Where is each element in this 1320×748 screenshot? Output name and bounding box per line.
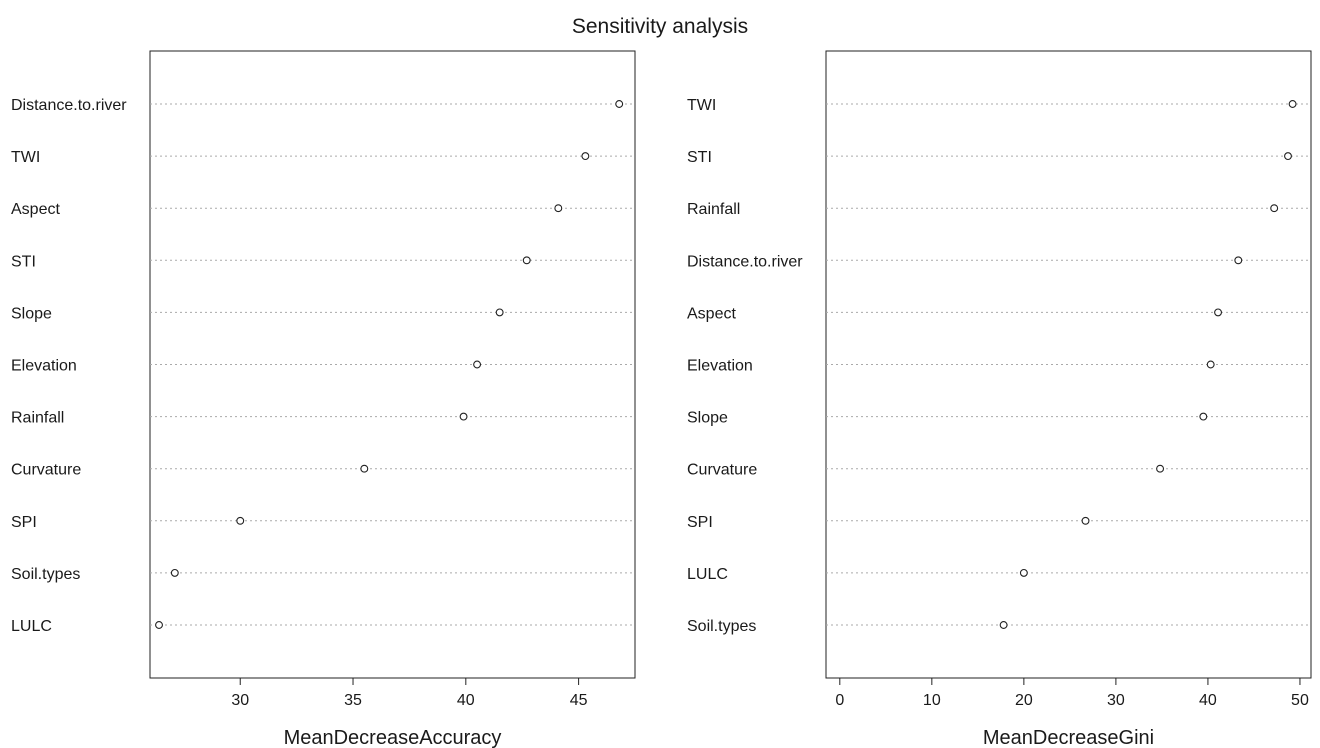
data-point (1156, 464, 1165, 473)
x-axis-label: MeanDecreaseAccuracy (284, 727, 502, 748)
category-label: TWI (687, 97, 716, 114)
category-label: STI (687, 149, 712, 166)
x-tick-label: 40 (457, 692, 475, 709)
x-tick-label: 35 (344, 692, 362, 709)
category-label: Distance.to.river (687, 253, 803, 270)
data-point (1214, 308, 1222, 317)
data-point (1199, 412, 1208, 421)
data-point (360, 464, 369, 473)
data-point (1284, 152, 1292, 161)
category-label: LULC (11, 618, 52, 635)
category-label: TWI (11, 149, 40, 166)
data-point (554, 204, 563, 213)
category-label: STI (11, 253, 36, 270)
category-label: Rainfall (687, 201, 740, 218)
category-label: Aspect (11, 201, 60, 218)
x-tick-label: 30 (231, 692, 249, 709)
data-point (1019, 568, 1028, 577)
data-point (170, 568, 179, 577)
data-point (522, 256, 531, 265)
category-label: Soil.types (687, 618, 756, 635)
panel-mean-decrease-gini: TWI STI Rainfall Distance.to.river Aspect Ele… (687, 50, 1312, 748)
x-tick-label: 40 (1199, 692, 1217, 709)
category-label: SPI (11, 514, 37, 531)
data-point (459, 412, 468, 421)
data-point (1206, 360, 1215, 369)
category-label: Soil.types (11, 566, 80, 583)
x-axis-label: MeanDecreaseGini (983, 727, 1154, 748)
data-point (1270, 204, 1279, 213)
category-label: Elevation (11, 358, 77, 375)
category-label: Aspect (687, 305, 736, 322)
data-point (155, 621, 163, 629)
category-label: LULC (687, 566, 728, 583)
panel-mean-decrease-accuracy: Distance.to.river TWI Aspect STI Slope Elevat… (11, 50, 636, 748)
data-point (581, 152, 590, 161)
data-point (1234, 256, 1243, 265)
category-label: Elevation (687, 358, 753, 375)
data-point (1288, 100, 1297, 108)
x-tick-label: 50 (1291, 692, 1309, 709)
plot-frame (149, 50, 636, 679)
data-point (999, 621, 1008, 629)
category-label: Distance.to.river (11, 97, 127, 114)
data-point (495, 308, 504, 317)
plot-frame (825, 50, 1312, 679)
figure-title: Sensitivity analysis (572, 15, 748, 38)
x-tick-label: 45 (570, 692, 588, 709)
data-point (236, 516, 245, 525)
data-point (615, 100, 624, 108)
category-label: Rainfall (11, 410, 64, 427)
x-tick-label: 0 (835, 692, 844, 709)
x-tick-label: 30 (1107, 692, 1125, 709)
category-label: Curvature (687, 462, 757, 479)
category-label: SPI (687, 514, 713, 531)
category-label: Slope (11, 305, 52, 322)
data-point (1081, 516, 1090, 525)
data-point (473, 360, 482, 369)
category-label: Curvature (11, 462, 81, 479)
x-tick-label: 20 (1015, 692, 1033, 709)
x-tick-label: 10 (923, 692, 941, 709)
category-label: Slope (687, 410, 728, 427)
